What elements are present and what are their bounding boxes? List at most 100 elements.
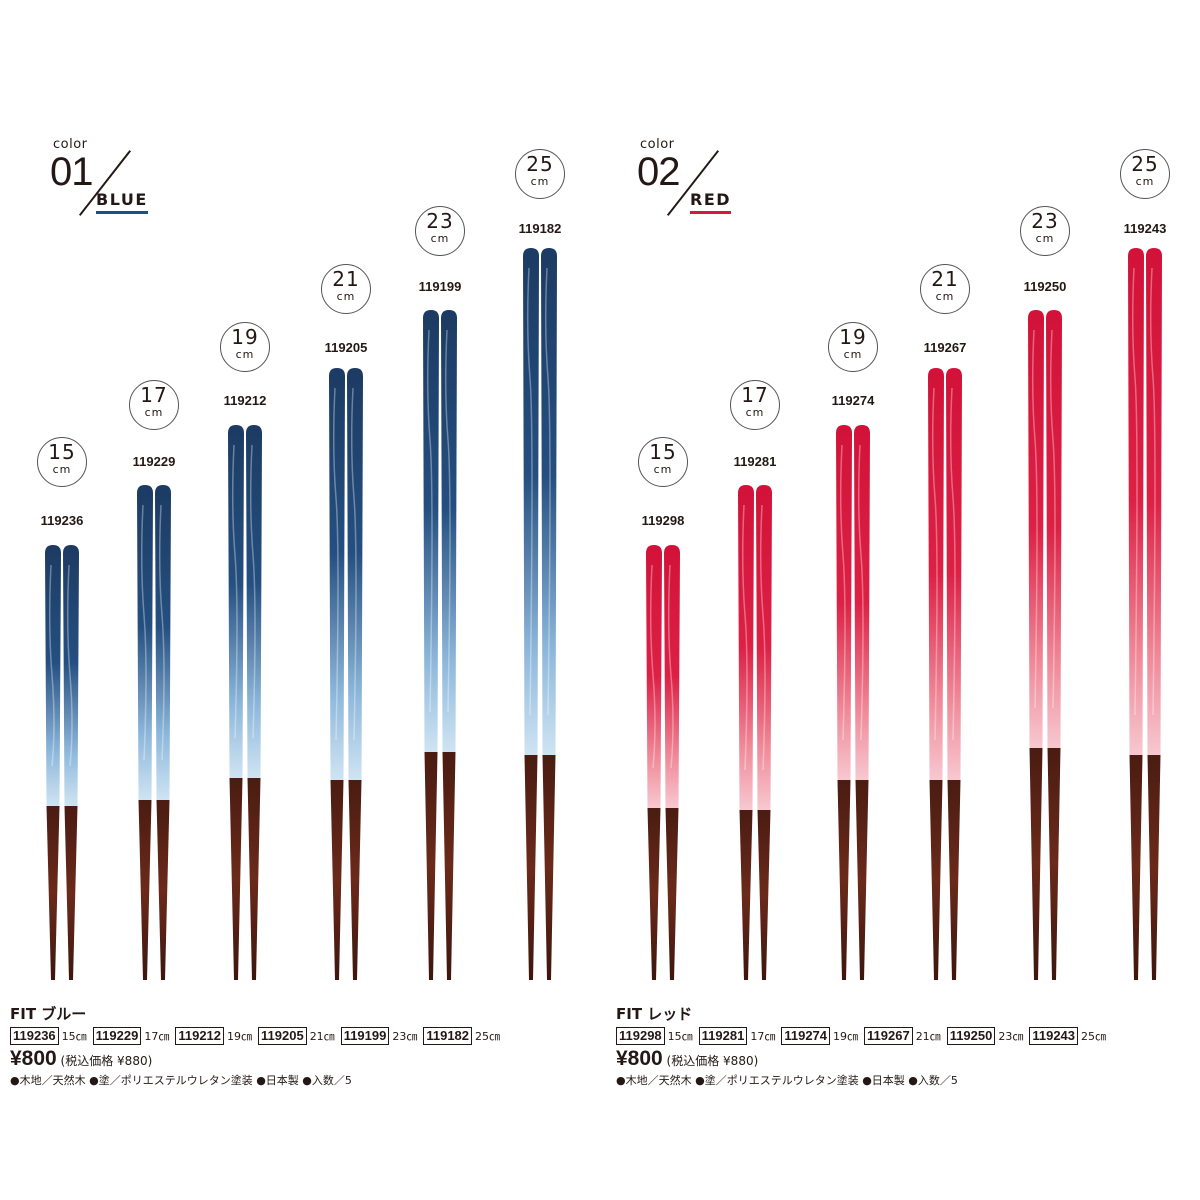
chopstick-lacquer bbox=[836, 425, 852, 780]
table-code: 119236 bbox=[10, 1027, 59, 1045]
panel-blue: color 01 BLUE 15 cm 119236 17 cm 119229 19 cm 11… bbox=[10, 137, 565, 1087]
chopstick-highlight bbox=[1131, 267, 1138, 716]
price-tax: (税込価格 ¥880) bbox=[60, 1054, 153, 1068]
table-code: 119199 bbox=[340, 1027, 390, 1045]
color-label: color bbox=[53, 137, 88, 152]
table-cell: 119212 19㎝ bbox=[175, 1027, 252, 1045]
chopstick-wood-tip bbox=[156, 800, 170, 980]
chopstick-lacquer bbox=[756, 485, 772, 810]
chopstick-lacquer bbox=[946, 368, 962, 780]
color-number: 01 bbox=[50, 150, 93, 194]
chopstick-lacquer bbox=[854, 425, 870, 780]
chopstick-lacquer bbox=[1046, 310, 1062, 748]
chopstick-highlight bbox=[426, 329, 433, 713]
product-code: 119229 bbox=[132, 454, 176, 469]
table-cell: 119267 21㎝ bbox=[864, 1027, 941, 1045]
chopstick-lacquer bbox=[63, 545, 79, 806]
price: ¥800 (税込価格 ¥880) bbox=[10, 1047, 152, 1071]
chopstick-lacquer bbox=[523, 248, 539, 755]
table-cell: 119250 23㎝ bbox=[946, 1027, 1024, 1045]
table-code: 119298 bbox=[616, 1027, 665, 1045]
size-number: 21 bbox=[332, 267, 360, 291]
chopstick-highlight bbox=[140, 504, 147, 761]
chopstick-wood-tip bbox=[647, 808, 661, 980]
chopstick-lacquer bbox=[738, 485, 754, 810]
chopstick-highlight bbox=[1149, 267, 1156, 716]
chopstick-lacquer bbox=[928, 368, 944, 780]
size-number: 21 bbox=[931, 267, 959, 291]
price-tax: (税込価格 ¥880) bbox=[666, 1054, 759, 1068]
chopstick-highlight bbox=[1031, 329, 1038, 709]
table-size: 23㎝ bbox=[998, 1030, 1024, 1043]
size-unit: cm bbox=[745, 406, 765, 419]
chopstick-highlight bbox=[48, 564, 55, 767]
chopstick-wood-tip bbox=[757, 810, 771, 980]
chopstick-wood-tip bbox=[424, 752, 438, 980]
chopstick-highlight bbox=[839, 444, 846, 741]
chopstick-lacquer bbox=[1128, 248, 1144, 755]
product-code: 119199 bbox=[418, 279, 462, 294]
product-code: 119182 bbox=[518, 221, 562, 236]
size-table: 119298 15㎝ 119281 17㎝ 119274 19㎝ 119267 21㎝ 1192… bbox=[616, 1027, 1112, 1045]
chopstick-highlight bbox=[667, 564, 674, 769]
chopstick-highlight bbox=[1049, 329, 1056, 709]
price-value: ¥800 bbox=[616, 1047, 663, 1070]
chopstick-lacquer bbox=[541, 248, 557, 755]
chopstick-wood-tip bbox=[348, 780, 362, 980]
color-name: RED bbox=[690, 190, 732, 214]
product-title: FIT ブルー bbox=[10, 1005, 87, 1023]
table-code: 119205 bbox=[258, 1027, 307, 1045]
size-number: 15 bbox=[649, 440, 677, 464]
size-number: 19 bbox=[231, 325, 259, 349]
chopstick-wood-tip bbox=[247, 778, 261, 980]
size-number: 17 bbox=[741, 383, 769, 407]
size-circle: 19 cm bbox=[220, 322, 270, 372]
chopstick-lacquer bbox=[155, 485, 171, 800]
chopstick-lacquer bbox=[45, 545, 61, 806]
chopstick-wood-tip bbox=[64, 806, 78, 980]
size-unit: cm bbox=[530, 175, 550, 188]
chopstick-highlight bbox=[741, 504, 748, 771]
panel-red: color 02 RED 15 cm 119298 17 cm 119281 19 cm 119… bbox=[600, 0, 1200, 1200]
size-circle: 25 cm bbox=[1120, 149, 1170, 199]
product-code: 119267 bbox=[923, 340, 967, 355]
chopstick-wood-tip bbox=[1129, 755, 1143, 980]
chopstick-highlight bbox=[231, 444, 238, 739]
table-size: 17㎝ bbox=[144, 1030, 170, 1043]
size-unit: cm bbox=[1035, 232, 1055, 245]
product-code: 119243 bbox=[1123, 221, 1167, 236]
price-value: ¥800 bbox=[10, 1047, 57, 1070]
table-cell: 119205 21㎝ bbox=[258, 1027, 335, 1045]
size-circle: 15 cm bbox=[37, 437, 87, 487]
table-size: 19㎝ bbox=[833, 1030, 859, 1043]
size-number: 19 bbox=[839, 325, 867, 349]
chopstick-wood-tip bbox=[138, 800, 152, 980]
chopstick-lacquer bbox=[664, 545, 680, 808]
size-circle: 19 cm bbox=[828, 322, 878, 372]
table-size: 15㎝ bbox=[667, 1030, 693, 1043]
table-code: 119250 bbox=[946, 1027, 996, 1045]
chopstick-lacquer bbox=[228, 425, 244, 778]
chopstick-highlight bbox=[158, 504, 165, 761]
size-number: 23 bbox=[1031, 209, 1059, 233]
color-number: 02 bbox=[637, 150, 680, 194]
chopstick-wood-tip bbox=[1147, 755, 1161, 980]
size-circle: 25 cm bbox=[515, 149, 565, 199]
product-code: 119281 bbox=[733, 454, 777, 469]
table-cell: 119274 19㎝ bbox=[781, 1027, 858, 1045]
table-size: 17㎝ bbox=[750, 1030, 776, 1043]
chopstick-wood-tip bbox=[947, 780, 961, 980]
size-circle: 15 cm bbox=[638, 437, 688, 487]
table-code: 119212 bbox=[175, 1027, 225, 1045]
product-title: FIT レッド bbox=[616, 1005, 693, 1023]
size-circle: 17 cm bbox=[129, 380, 179, 430]
size-circle: 23 cm bbox=[415, 206, 465, 256]
color-label: color bbox=[640, 137, 675, 152]
chopstick-lacquer bbox=[1146, 248, 1162, 755]
chopstick-wood-tip bbox=[442, 752, 456, 980]
chopstick-wood-tip bbox=[739, 810, 753, 980]
table-cell: 119236 15㎝ bbox=[10, 1027, 87, 1045]
table-cell: 119199 23㎝ bbox=[340, 1027, 417, 1045]
size-number: 17 bbox=[140, 383, 168, 407]
size-number: 25 bbox=[526, 152, 554, 176]
